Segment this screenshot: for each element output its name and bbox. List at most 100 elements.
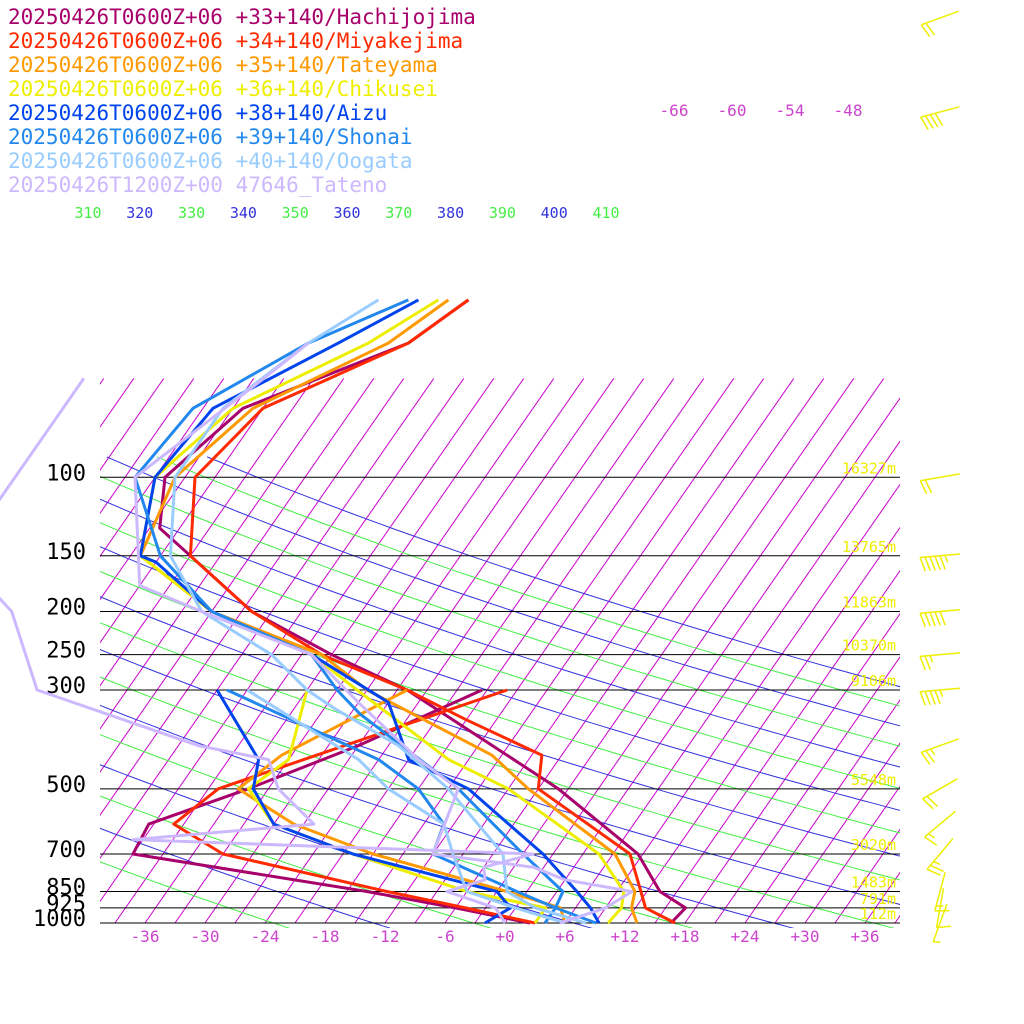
upper-temp-label: -60 xyxy=(718,101,747,120)
series-temperature-line xyxy=(158,298,687,925)
isotherm-line xyxy=(100,378,315,687)
wind-barb xyxy=(919,608,960,628)
pressure-label: 250 xyxy=(46,639,86,664)
wind-barb xyxy=(919,473,960,495)
pressure-label: 150 xyxy=(46,540,86,565)
wind-barb xyxy=(919,652,960,671)
isotherm-line xyxy=(384,378,765,924)
height-label: 1483m xyxy=(851,874,896,892)
isotherm-line xyxy=(294,378,675,924)
legend-item: 20250426T0600Z+06 +34+140/Miyakejima xyxy=(8,29,463,53)
legend: 20250426T0600Z+06 +33+140/Hachijojima202… xyxy=(8,5,476,197)
isotherm-line xyxy=(624,526,900,924)
theta-label: 330 xyxy=(178,204,205,222)
series-dewpoint-line xyxy=(172,688,536,925)
wind-barb xyxy=(919,553,960,572)
wind-barb xyxy=(920,10,960,38)
isotherm-line xyxy=(100,378,465,903)
isotherm-line xyxy=(100,378,435,860)
theta-label: 340 xyxy=(230,204,257,222)
isotherm-line xyxy=(100,378,285,644)
theta-label: 310 xyxy=(74,204,101,222)
dry-adiabat-line xyxy=(100,861,291,928)
pressure-label: 100 xyxy=(46,461,86,486)
isotherm-line xyxy=(684,613,900,924)
x-tick-label: +30 xyxy=(791,927,820,946)
upper-temp-label: -66 xyxy=(660,101,689,120)
x-tick-label: +24 xyxy=(731,927,760,946)
isotherm-line xyxy=(324,378,705,924)
isotherm-line xyxy=(234,378,615,924)
legend-item: 20250426T0600Z+06 +39+140/Shonai xyxy=(8,125,413,149)
dry-adiabat-line xyxy=(100,676,896,928)
isotherm-line xyxy=(564,440,900,924)
wind-barb xyxy=(920,106,960,131)
upper-temp-label: -54 xyxy=(776,101,805,120)
isotherm-line xyxy=(774,742,900,924)
legend-item: 20250426T0600Z+06 +38+140/Aizu xyxy=(8,101,387,125)
sounding-series xyxy=(0,298,687,925)
dry-adiabat-line xyxy=(100,764,593,928)
height-label: 13765m xyxy=(842,538,896,556)
pressure-label: 200 xyxy=(46,595,86,620)
isotherm-line xyxy=(894,914,900,924)
isotherm-line xyxy=(444,378,825,924)
pressure-label: 925 xyxy=(46,892,86,917)
wind-barb xyxy=(920,738,960,765)
legend-item: 20250426T0600Z+06 +35+140/Tateyama xyxy=(8,53,438,77)
series-temperature-line xyxy=(133,298,597,925)
x-tick-label: -24 xyxy=(251,927,280,946)
x-tick-label: +0 xyxy=(495,927,514,946)
theta-label: 350 xyxy=(282,204,309,222)
isotherm-line xyxy=(174,378,555,924)
x-tick-label: -30 xyxy=(191,927,220,946)
theta-label: 380 xyxy=(437,204,464,222)
theta-label: 360 xyxy=(333,204,360,222)
legend-item: 20250426T1200Z+00 47646_Tateno xyxy=(8,173,387,197)
height-label: 112m xyxy=(860,905,896,923)
x-tick-label: +12 xyxy=(611,927,640,946)
isotherm-line xyxy=(100,378,345,730)
x-tick-label: +18 xyxy=(671,927,700,946)
pressure-label: 850 xyxy=(46,876,86,901)
height-label: 791m xyxy=(860,890,896,908)
isotherm-line xyxy=(100,378,375,773)
axis-labels: -36 -30 -24 -18 -12 -6 +0 +6 +12 +18 +24 +30 +36 -66 -… xyxy=(74,101,879,946)
series-dewpoint-line xyxy=(246,688,566,925)
height-label: 9106m xyxy=(851,672,896,690)
isotherm-line xyxy=(264,378,645,924)
isotherm-line xyxy=(100,378,165,471)
isotherm-line xyxy=(504,378,885,924)
pressure-label: 700 xyxy=(46,838,86,863)
isotherm-line xyxy=(714,656,900,924)
isotherm-line xyxy=(100,378,405,817)
height-label: 5548m xyxy=(851,771,896,789)
isotherm-line xyxy=(354,378,735,924)
wind-barb xyxy=(924,810,956,846)
series-temperature-line xyxy=(133,341,634,925)
wind-barb xyxy=(926,838,954,876)
x-tick-label: +36 xyxy=(851,927,880,946)
legend-item: 20250426T0600Z+06 +40+140/Oogata xyxy=(8,149,413,173)
dry-adiabat-line xyxy=(100,827,392,928)
wind-barb xyxy=(919,687,960,706)
height-label: 11863m xyxy=(842,593,896,611)
height-label: 10370m xyxy=(842,637,896,655)
isotherm-line xyxy=(0,378,44,923)
x-tick-label: -18 xyxy=(311,927,340,946)
wind-barb xyxy=(932,903,948,944)
height-label: 16327m xyxy=(842,459,896,477)
dry-adiabat-line xyxy=(100,475,900,747)
legend-item: 20250426T0600Z+06 +33+140/Hachijojima xyxy=(8,5,476,29)
isotherm-line xyxy=(804,785,900,924)
isotherm-lines xyxy=(0,378,900,924)
dry-adiabat-line xyxy=(100,704,795,928)
series-temperature-line xyxy=(168,298,587,925)
isotherm-line xyxy=(0,378,14,923)
theta-label: 410 xyxy=(592,204,619,222)
x-tick-label: +6 xyxy=(555,927,574,946)
pressure-label: 500 xyxy=(46,773,86,798)
x-tick-label: -36 xyxy=(131,927,160,946)
